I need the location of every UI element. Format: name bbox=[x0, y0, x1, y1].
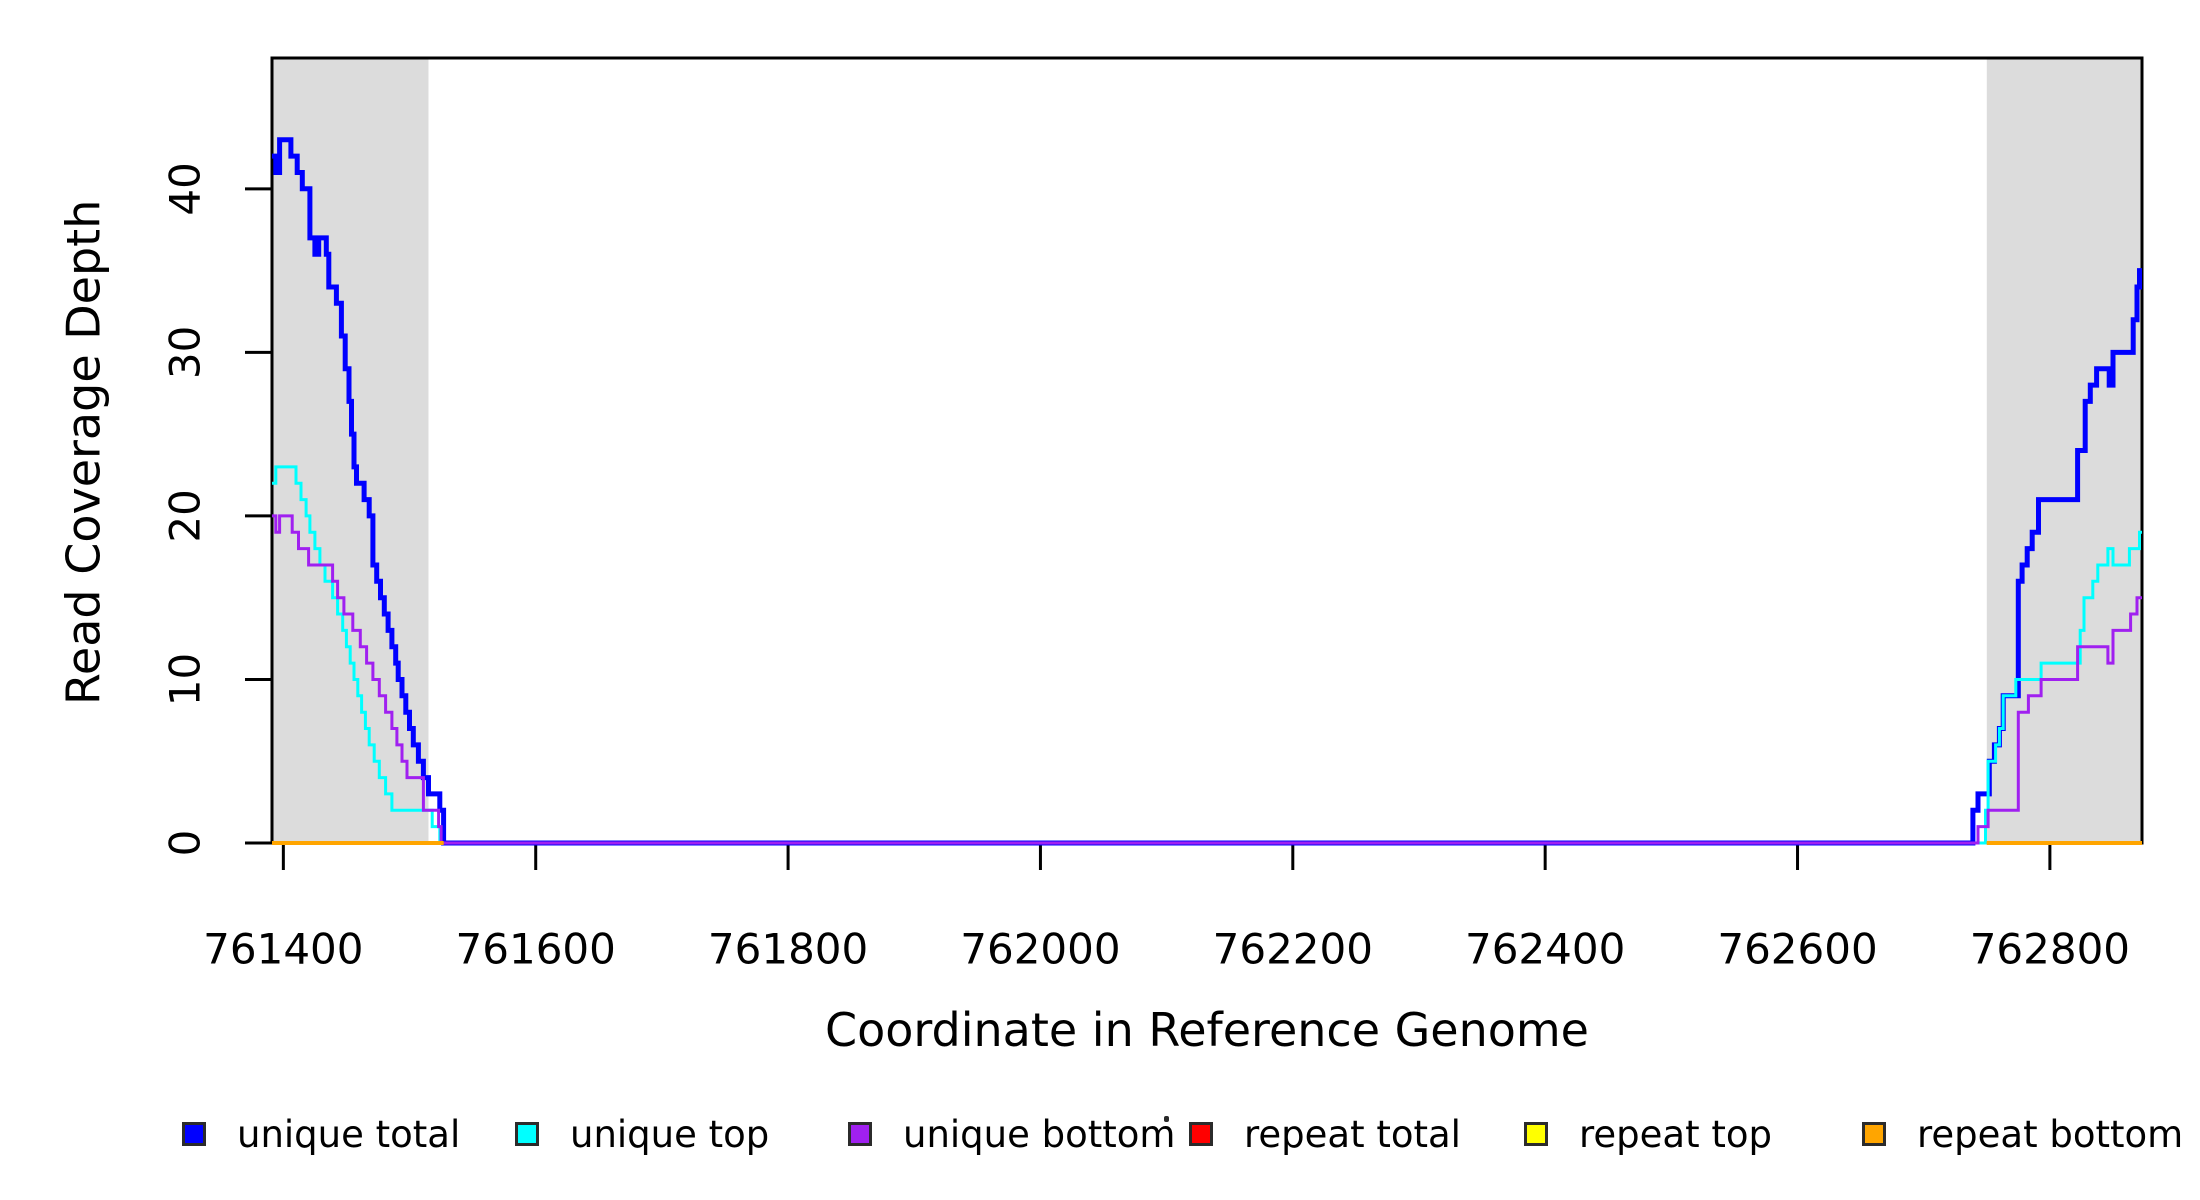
x-tick-label: 762200 bbox=[1213, 925, 1373, 974]
legend-label: repeat top bbox=[1579, 1112, 1772, 1156]
legend: unique total unique top unique bottom repea… bbox=[0, 1113, 2200, 1156]
series-unique-total bbox=[272, 137, 2142, 846]
legend-swatch-repeat-bottom bbox=[1862, 1122, 1886, 1146]
legend-item-repeat-top: repeat top bbox=[1524, 1113, 1772, 1156]
legend-label: repeat total bbox=[1244, 1112, 1461, 1156]
legend-label: unique bottom bbox=[903, 1112, 1176, 1156]
legend-label: unique top bbox=[570, 1112, 770, 1156]
repeat-region-right bbox=[1986, 58, 2142, 843]
plot-border bbox=[270, 56, 2144, 845]
legend-label: unique total bbox=[237, 1112, 461, 1156]
series-unique-top bbox=[272, 465, 2142, 845]
legend-item-repeat-bottom: repeat bottom bbox=[1862, 1113, 2183, 1156]
x-tick-label: 762800 bbox=[1970, 925, 2130, 974]
legend-swatch-unique-top bbox=[515, 1122, 539, 1146]
y-tick-label: 0 bbox=[161, 830, 210, 857]
legend-swatch-repeat-top bbox=[1524, 1122, 1548, 1146]
legend-item-unique-bottom: unique bottom bbox=[848, 1113, 1175, 1156]
x-tick-label: 761600 bbox=[456, 925, 616, 974]
legend-item-unique-top: unique top bbox=[515, 1113, 769, 1156]
y-axis-title: Read Coverage Depth bbox=[56, 199, 111, 705]
legend-item-repeat-total: repeat total bbox=[1189, 1113, 1461, 1156]
legend-swatch-unique-total bbox=[182, 1122, 206, 1146]
legend-swatch-repeat-total bbox=[1189, 1122, 1213, 1146]
y-tick-label: 20 bbox=[161, 489, 210, 542]
legend-swatch-unique-bottom bbox=[848, 1122, 872, 1146]
y-tick-label: 40 bbox=[161, 162, 210, 215]
series-unique-bottom bbox=[272, 514, 2142, 845]
x-axis-title: Coordinate in Reference Genome bbox=[825, 1003, 1589, 1057]
legend-label: repeat bottom bbox=[1917, 1112, 2184, 1156]
x-tick-label: 762600 bbox=[1717, 925, 1877, 974]
y-tick-label: 10 bbox=[161, 653, 210, 706]
x-tick-label: 761400 bbox=[203, 925, 363, 974]
x-tick-label: 761800 bbox=[708, 925, 868, 974]
repeat-region-left bbox=[272, 58, 429, 843]
legend-item-unique-total: unique total bbox=[182, 1113, 460, 1156]
y-tick-label: 30 bbox=[161, 326, 210, 379]
x-tick-label: 762400 bbox=[1465, 925, 1625, 974]
stray-dot-mark bbox=[1164, 1116, 1169, 1122]
x-tick-label: 762000 bbox=[960, 925, 1120, 974]
